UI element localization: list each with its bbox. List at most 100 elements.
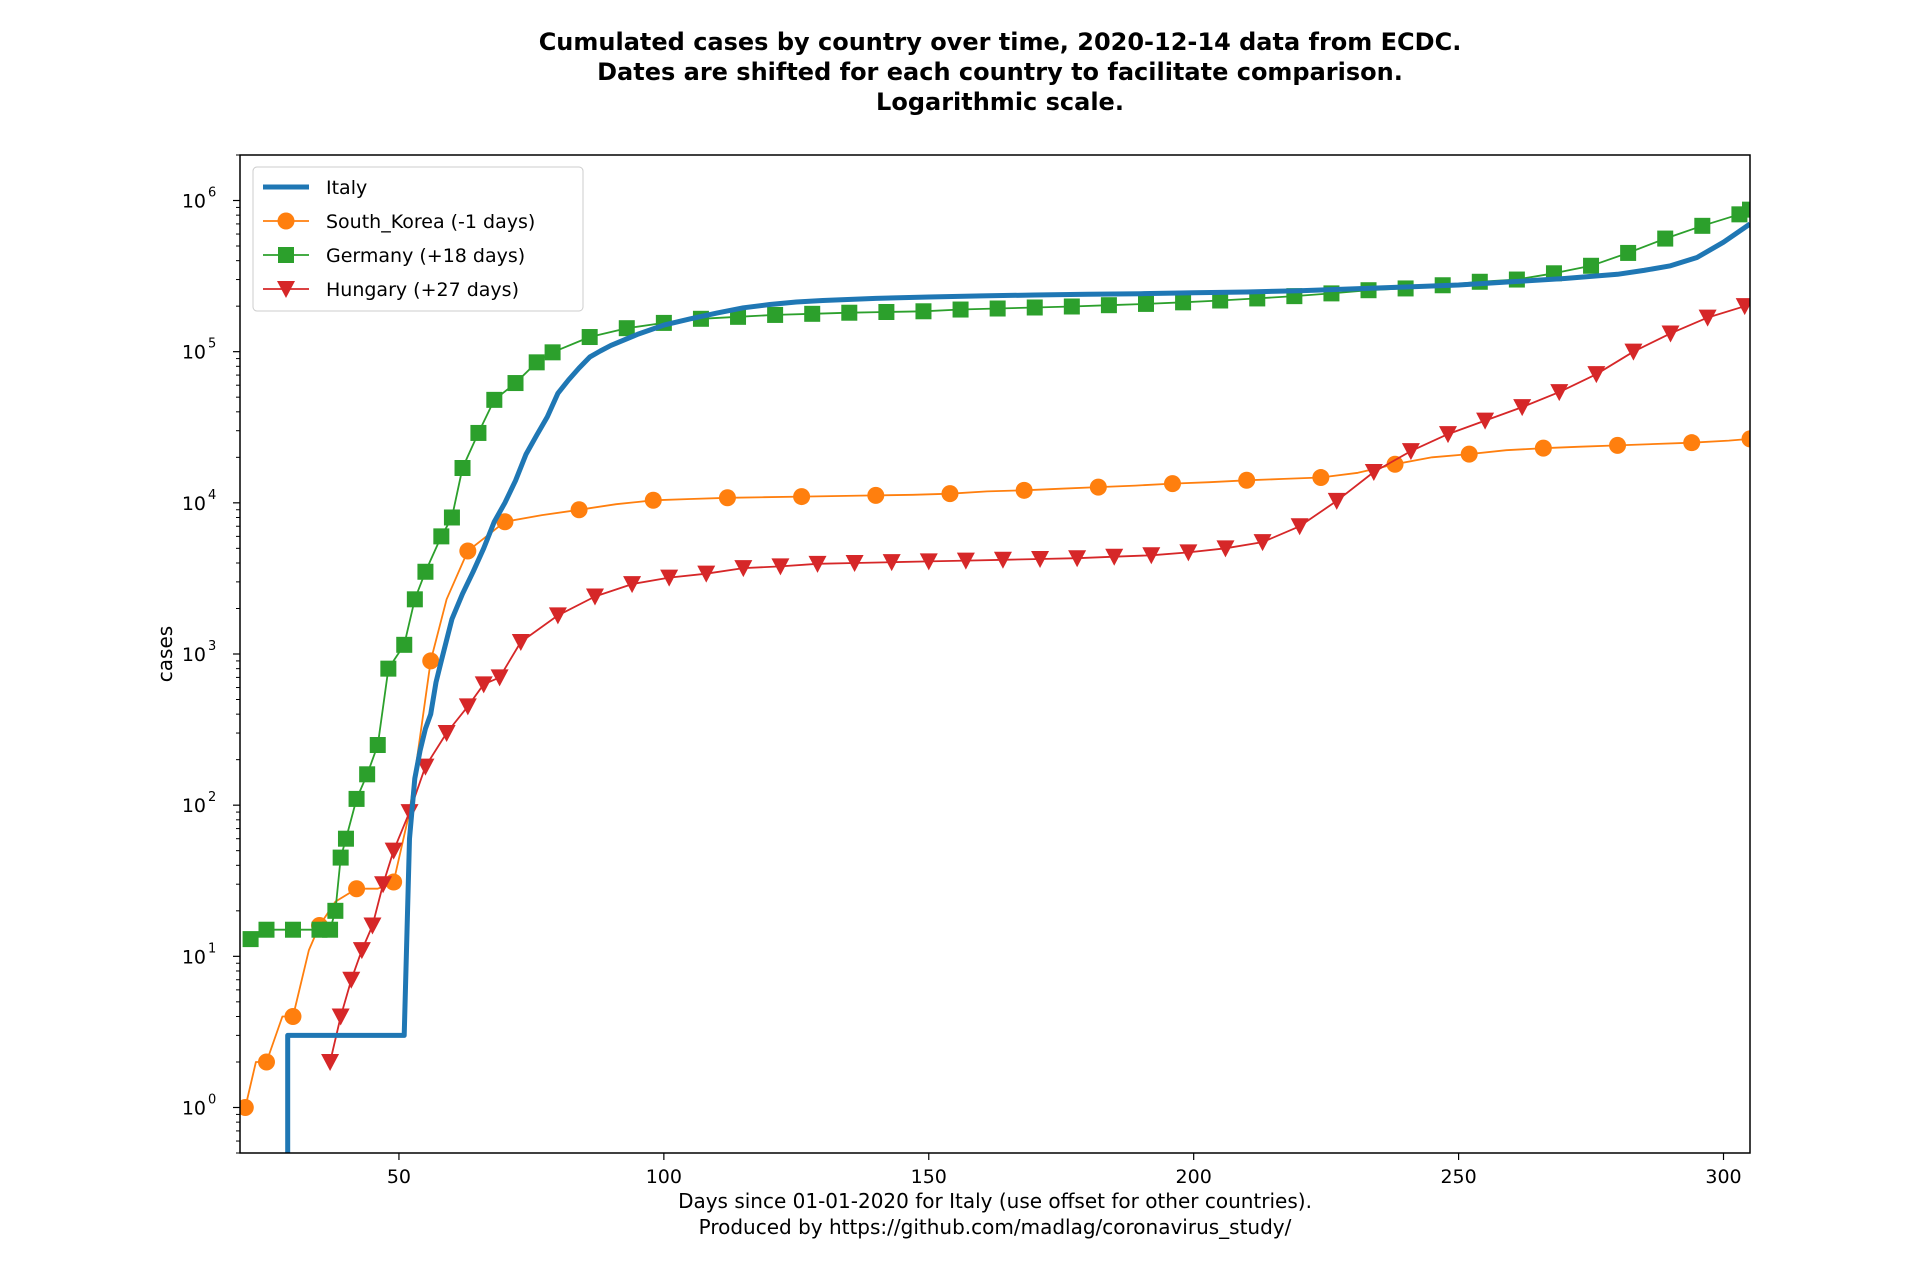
y-tick-label: 10 xyxy=(182,644,206,666)
data-point xyxy=(1327,492,1346,510)
data-point xyxy=(240,1098,254,1116)
data-point xyxy=(1583,257,1600,274)
x-tick-label: 300 xyxy=(1705,1166,1741,1188)
data-point xyxy=(1694,217,1711,234)
x-axis: 50 100 150 200 250 300 xyxy=(387,1153,1742,1188)
data-point xyxy=(416,758,435,776)
data-point xyxy=(458,698,477,716)
data-point xyxy=(993,551,1012,569)
data-point xyxy=(1620,244,1637,261)
data-point xyxy=(660,569,679,587)
data-point xyxy=(511,634,530,652)
data-point xyxy=(459,542,477,560)
data-point xyxy=(618,320,635,337)
data-point xyxy=(1138,295,1154,312)
data-point xyxy=(417,563,434,580)
data-point xyxy=(1624,343,1643,361)
series-1 xyxy=(240,430,1750,1116)
legend-label: South_Korea (-1 days) xyxy=(326,211,535,233)
y-axis-label: cases xyxy=(153,626,177,682)
data-point xyxy=(433,528,450,545)
data-point xyxy=(1657,230,1674,247)
legend-marker xyxy=(277,281,295,298)
data-point xyxy=(544,344,561,361)
data-point xyxy=(322,921,339,938)
data-point xyxy=(374,876,393,894)
x-axis-label-line-2: Produced by https://github.com/madlag/co… xyxy=(699,1215,1292,1239)
y-tick-exponent: 4 xyxy=(208,488,216,503)
legend-label: Germany (+18 days) xyxy=(326,245,525,267)
data-point xyxy=(1312,469,1330,487)
data-point xyxy=(470,424,487,441)
data-point xyxy=(585,588,604,606)
data-point xyxy=(989,300,1006,317)
data-point xyxy=(734,560,753,578)
data-point xyxy=(718,489,736,507)
data-point xyxy=(507,375,524,392)
data-point xyxy=(1661,325,1680,343)
data-point xyxy=(242,931,259,948)
data-point xyxy=(767,306,784,323)
data-point xyxy=(1015,481,1033,499)
data-point xyxy=(1238,471,1256,489)
data-point xyxy=(321,1053,340,1071)
legend-marker xyxy=(278,247,294,263)
series-layer xyxy=(240,201,1750,1153)
data-point xyxy=(1534,439,1552,457)
x-tick-label: 250 xyxy=(1440,1166,1476,1188)
data-point xyxy=(1476,412,1495,430)
y-tick-exponent: 2 xyxy=(208,790,216,805)
data-point xyxy=(1216,540,1235,558)
x-axis-label-line-1: Days since 01-01-2020 for Italy (use off… xyxy=(678,1189,1312,1213)
data-point xyxy=(474,676,493,694)
y-tick-exponent: 1 xyxy=(208,941,216,956)
data-point xyxy=(845,554,864,572)
data-point xyxy=(1100,297,1117,314)
data-point xyxy=(867,486,885,504)
data-point xyxy=(342,971,361,989)
data-point xyxy=(284,921,301,938)
data-point xyxy=(878,303,895,320)
data-point xyxy=(1550,384,1569,402)
data-point xyxy=(804,305,821,322)
data-point xyxy=(1063,298,1080,315)
data-point xyxy=(570,501,588,519)
data-point xyxy=(730,308,747,325)
data-point xyxy=(258,921,275,938)
data-point xyxy=(1142,547,1161,565)
x-tick-label: 50 xyxy=(387,1166,411,1188)
data-point xyxy=(337,830,354,847)
data-point xyxy=(919,553,938,571)
data-point xyxy=(380,660,397,677)
chart-title-line-2: Dates are shifted for each country to fa… xyxy=(597,58,1403,86)
data-point xyxy=(332,849,349,866)
y-tick-exponent: 5 xyxy=(208,337,216,352)
data-point xyxy=(1175,294,1192,311)
data-point xyxy=(841,304,858,321)
data-point xyxy=(384,842,403,860)
data-point xyxy=(771,558,790,576)
data-point xyxy=(1179,544,1198,562)
legend-marker xyxy=(277,212,295,230)
data-point xyxy=(1741,430,1750,448)
data-point xyxy=(369,737,386,754)
data-point xyxy=(882,554,901,572)
data-point xyxy=(1249,290,1266,307)
data-point xyxy=(697,565,716,583)
data-point xyxy=(1212,292,1229,309)
data-point xyxy=(443,509,460,526)
legend-label: Hungary (+27 days) xyxy=(326,279,519,301)
data-point xyxy=(1386,455,1404,473)
data-point xyxy=(1587,366,1606,384)
data-point xyxy=(956,552,975,570)
data-point xyxy=(1089,478,1107,496)
y-tick-label: 10 xyxy=(182,946,206,968)
data-point xyxy=(1026,299,1043,316)
data-point xyxy=(1105,548,1124,566)
data-point xyxy=(1698,309,1717,327)
data-point xyxy=(1439,426,1457,444)
data-point xyxy=(952,301,969,318)
data-point xyxy=(941,485,959,503)
y-tick-exponent: 6 xyxy=(208,186,216,201)
